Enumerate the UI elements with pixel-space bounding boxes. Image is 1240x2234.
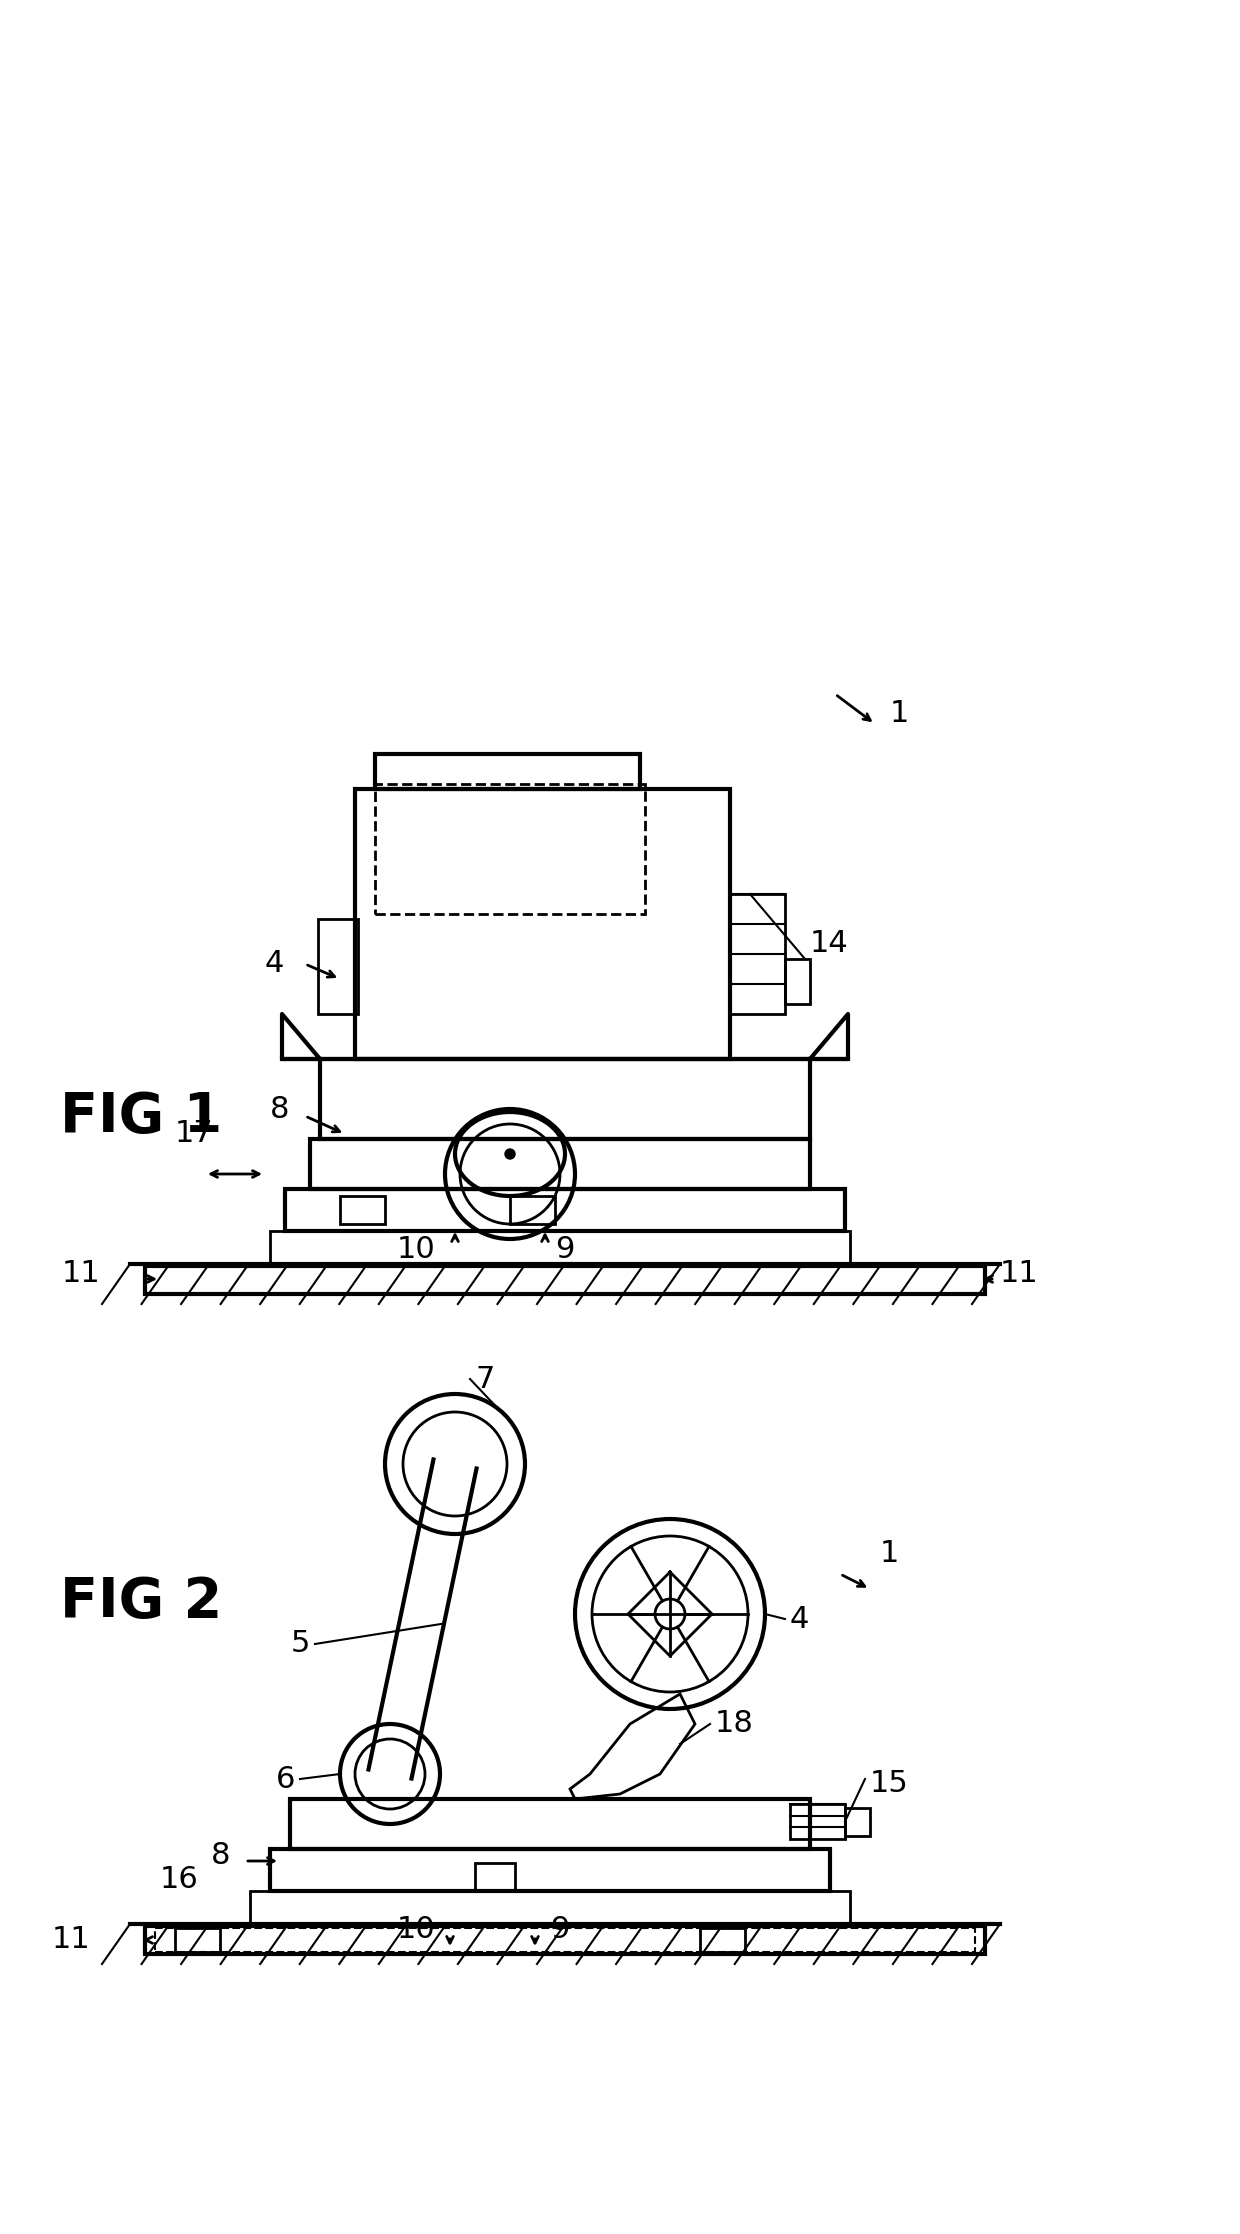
Bar: [145, 1267, 985, 1293]
Bar: [510, 1195, 556, 1224]
Text: 11: 11: [999, 1260, 1039, 1289]
Bar: [790, 1805, 844, 1839]
Bar: [270, 1850, 830, 1890]
Bar: [355, 789, 730, 1059]
Text: 4: 4: [790, 1604, 810, 1633]
Text: 8: 8: [270, 1095, 289, 1124]
Text: 11: 11: [61, 1260, 100, 1289]
Text: 11: 11: [51, 1926, 91, 1955]
Bar: [175, 1928, 219, 1953]
Bar: [340, 1195, 384, 1224]
Bar: [317, 918, 358, 1014]
Bar: [270, 1231, 849, 1267]
Bar: [374, 784, 645, 914]
Text: 18: 18: [715, 1709, 754, 1738]
Bar: [250, 1890, 849, 1926]
Text: 4: 4: [265, 949, 284, 978]
Bar: [285, 1188, 844, 1231]
Text: 8: 8: [211, 1841, 229, 1870]
Bar: [310, 1139, 810, 1188]
Text: 7: 7: [475, 1365, 495, 1394]
Text: 9: 9: [556, 1235, 574, 1264]
Text: 10: 10: [397, 1915, 435, 1944]
Bar: [320, 1059, 810, 1139]
Bar: [155, 1928, 975, 1953]
Bar: [475, 1863, 515, 1890]
Text: 1: 1: [880, 1539, 899, 1568]
Text: 16: 16: [160, 1865, 198, 1894]
Text: 5: 5: [290, 1629, 310, 1658]
Text: 15: 15: [870, 1769, 909, 1798]
Bar: [145, 1926, 985, 1955]
Text: 17: 17: [175, 1119, 213, 1148]
Text: 1: 1: [890, 699, 909, 728]
Bar: [844, 1807, 870, 1836]
Text: 9: 9: [551, 1915, 569, 1944]
Circle shape: [505, 1148, 515, 1159]
Text: 6: 6: [275, 1765, 295, 1794]
Text: FIG 1: FIG 1: [60, 1090, 222, 1144]
Text: 14: 14: [810, 929, 848, 958]
Bar: [374, 755, 640, 789]
Bar: [785, 958, 810, 1003]
Text: FIG 2: FIG 2: [60, 1575, 222, 1629]
Bar: [701, 1928, 745, 1953]
Bar: [730, 894, 785, 1014]
Text: 10: 10: [397, 1235, 435, 1264]
Bar: [290, 1798, 810, 1850]
